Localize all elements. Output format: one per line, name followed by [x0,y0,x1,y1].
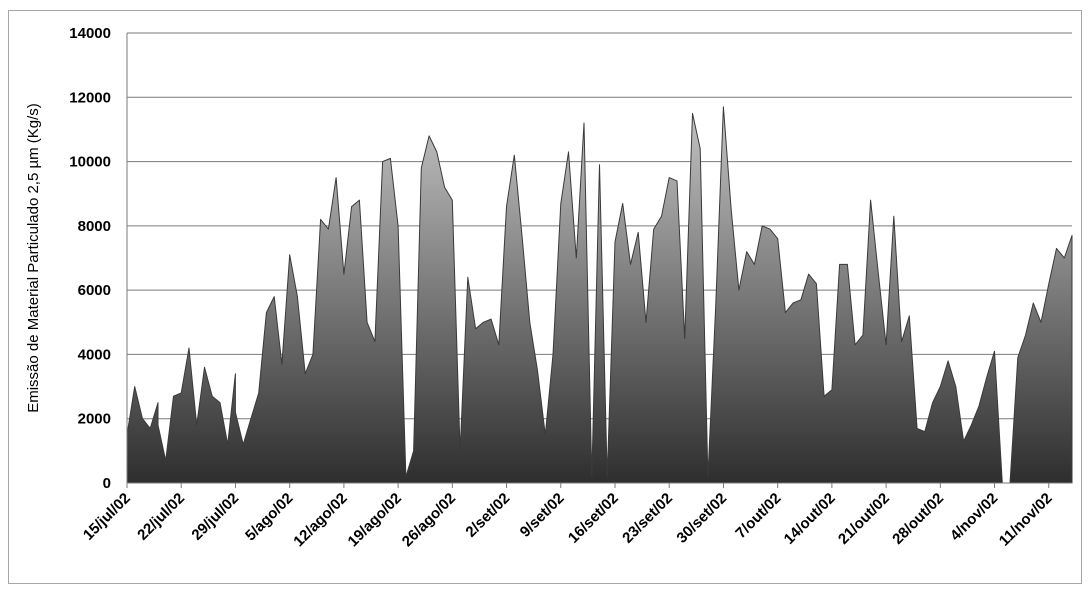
x-tick-label: 5/ago/02 [242,490,296,544]
x-tick-label: 9/set/02 [517,490,568,541]
chart-frame [8,10,1082,584]
y-tick-label: 0 [103,475,111,492]
x-tick-label: 21/out/02 [835,490,893,548]
x-tick-label: 19/ago/02 [345,490,405,550]
x-tick-label: 28/out/02 [889,490,947,548]
axes [126,33,1072,484]
series-area [126,106,1073,484]
x-tick-label: 4/nov/02 [947,490,1001,544]
y-tick-label: 8000 [78,218,111,235]
y-tick-label: 4000 [78,346,111,363]
x-tick-label: 12/ago/02 [290,490,350,550]
y-tick-label: 2000 [78,411,111,428]
x-tick-label: 7/out/02 [732,490,784,542]
x-tick-label: 29/jul/02 [188,490,242,544]
x-tick-label: 26/ago/02 [399,490,459,550]
x-tick-label: 23/set/02 [619,490,676,547]
x-tick-labels: 15/jul/02 22/jul/02 29/jul/02 5/ago/0212/ag… [80,483,1056,550]
y-axis-label: Emissão de Material Particulado 2,5 µm (… [25,103,42,413]
x-tick-label: 22/jul/02 [134,490,188,544]
x-tick-label: 15/jul/02 [80,490,134,544]
x-tick-label: 11/nov/02 [996,490,1056,550]
series-area-path [126,106,1073,484]
y-tick-label: 10000 [69,154,111,171]
x-tick-label: 16/set/02 [565,490,622,547]
x-tick-label: 2/set/02 [462,490,513,541]
y-tick-label: 12000 [69,89,111,106]
y-tick-label: 6000 [78,282,111,299]
y-tick-labels: 0 2000 4000 6000 8000 10000 12000 14000 [69,25,111,492]
x-tick-label: 14/out/02 [781,490,839,548]
x-tick-label: 30/set/02 [673,490,730,547]
y-tick-label: 14000 [69,25,111,42]
